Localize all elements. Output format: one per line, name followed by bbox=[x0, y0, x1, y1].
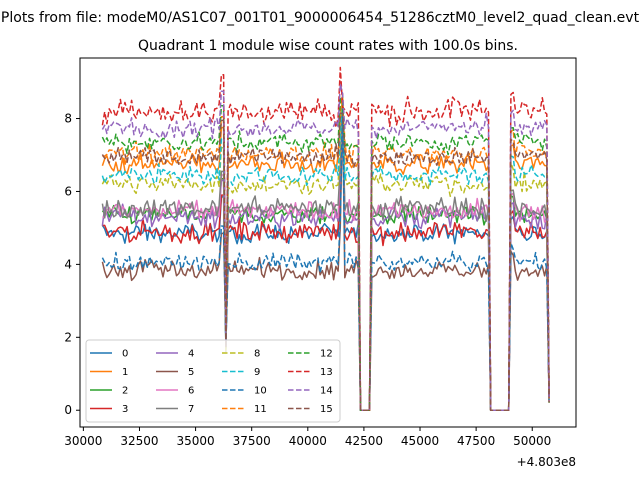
x-tick-label: 47500 bbox=[457, 434, 495, 448]
legend-label-7: 7 bbox=[188, 404, 194, 415]
y-tick-label: 6 bbox=[64, 184, 72, 198]
x-tick-label: 42500 bbox=[345, 434, 383, 448]
x-offset-label: +4.803e8 bbox=[517, 455, 576, 469]
legend-label-15: 15 bbox=[320, 404, 333, 415]
x-tick-label: 35000 bbox=[176, 434, 214, 448]
legend-label-6: 6 bbox=[188, 386, 194, 397]
legend-label-4: 4 bbox=[188, 349, 194, 360]
x-tick-label: 37500 bbox=[233, 434, 271, 448]
legend-label-0: 0 bbox=[122, 349, 128, 360]
series-line-6 bbox=[102, 109, 550, 411]
series-line-13 bbox=[101, 66, 550, 411]
legend-label-14: 14 bbox=[320, 386, 333, 397]
x-tick-label: 30000 bbox=[64, 434, 102, 448]
x-tick-label: 50000 bbox=[513, 434, 551, 448]
series-line-8 bbox=[101, 92, 550, 411]
series-line-0 bbox=[101, 97, 550, 411]
x-axis: 30000 32500 35000 37500 40000 42500 45000 47500… bbox=[64, 427, 551, 448]
legend-label-2: 2 bbox=[122, 386, 128, 397]
legend-label-8: 8 bbox=[254, 349, 260, 360]
chart-title: Quadrant 1 module wise count rates with … bbox=[138, 38, 518, 54]
series-line-11 bbox=[102, 92, 550, 411]
legend-label-12: 12 bbox=[320, 349, 333, 360]
series-line-10 bbox=[101, 108, 550, 411]
y-axis: 0 2 4 6 8 bbox=[64, 112, 80, 417]
x-tick-label: 45000 bbox=[401, 434, 439, 448]
series-line-5 bbox=[101, 103, 550, 411]
legend-label-11: 11 bbox=[254, 404, 267, 415]
y-tick-label: 4 bbox=[64, 257, 72, 271]
x-tick-label: 40000 bbox=[289, 434, 327, 448]
series-line-14 bbox=[101, 83, 550, 411]
y-tick-label: 8 bbox=[64, 112, 72, 126]
figure-suptitle: Plots from file: modeM0/AS1C07_001T01_90… bbox=[1, 10, 640, 26]
x-tick-label: 32500 bbox=[120, 434, 158, 448]
legend-frame bbox=[85, 339, 341, 423]
series-line-3 bbox=[102, 113, 550, 411]
legend-label-9: 9 bbox=[254, 367, 260, 378]
axes-frame bbox=[79, 57, 577, 428]
series-layer bbox=[101, 66, 550, 411]
legend-label-5: 5 bbox=[188, 367, 194, 378]
series-line-9 bbox=[101, 108, 550, 411]
legend-label-3: 3 bbox=[122, 404, 128, 415]
y-tick-label: 2 bbox=[64, 330, 72, 344]
legend-label-13: 13 bbox=[320, 367, 333, 378]
series-line-7 bbox=[101, 96, 550, 411]
series-line-12 bbox=[101, 97, 550, 411]
y-tick-label: 0 bbox=[64, 403, 72, 417]
legend-label-10: 10 bbox=[254, 386, 267, 397]
legend-label-1: 1 bbox=[122, 367, 128, 378]
